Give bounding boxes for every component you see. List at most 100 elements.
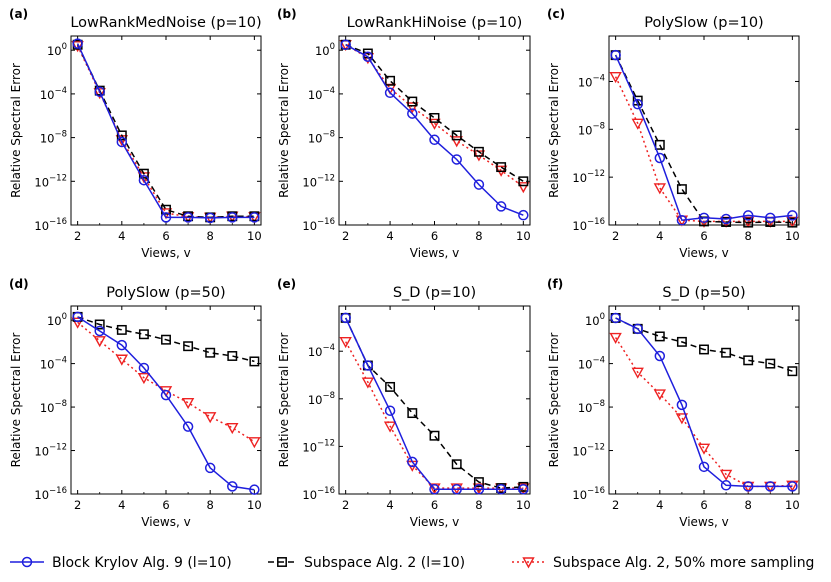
y-tick-label: 10−12 bbox=[572, 443, 605, 459]
data-point-subspace_more bbox=[653, 183, 667, 195]
tick-base: 10 bbox=[572, 219, 587, 233]
data-point-krylov bbox=[204, 212, 216, 224]
panel-letter: (f) bbox=[547, 277, 563, 291]
series-subspace bbox=[610, 313, 798, 377]
y-tick-label: 100 bbox=[47, 312, 67, 328]
tick-base: 10 bbox=[34, 445, 49, 459]
legend-label: Block Krylov Alg. 9 (l=10) bbox=[52, 555, 232, 571]
y-tick-label: 10−16 bbox=[572, 486, 605, 502]
tick-base: 10 bbox=[572, 488, 587, 502]
tick-exponent: −4 bbox=[592, 73, 605, 83]
data-point-krylov bbox=[407, 456, 418, 468]
x-tick-label: 8 bbox=[745, 498, 752, 512]
data-point-krylov bbox=[495, 483, 507, 495]
tick-base: 10 bbox=[302, 488, 317, 502]
series-line-krylov bbox=[76, 43, 255, 219]
y-tick-label: 10−16 bbox=[34, 486, 67, 502]
data-point-subspace_more bbox=[93, 336, 106, 348]
tick-exponent: 0 bbox=[330, 42, 335, 52]
data-point-subspace bbox=[496, 162, 507, 173]
chart-panel-3: (c)PolySlow (p=10)2 4 6 8 1010−410−810−1210−… bbox=[547, 7, 800, 260]
data-point-krylov bbox=[340, 39, 351, 50]
data-point-krylov bbox=[160, 212, 172, 223]
data-point-krylov bbox=[698, 461, 710, 473]
plot-frame bbox=[338, 35, 531, 226]
series-krylov bbox=[340, 312, 529, 495]
data-point-subspace_more bbox=[137, 373, 151, 385]
plot-frame bbox=[608, 35, 800, 226]
data-point-subspace_more bbox=[181, 398, 195, 410]
chart-title: LowRankHiNoise (p=10) bbox=[347, 15, 523, 31]
data-point-krylov bbox=[182, 212, 194, 223]
series-line-krylov bbox=[345, 44, 524, 216]
y-tick-label: 10−4 bbox=[40, 86, 67, 102]
y-tick-label: 10−8 bbox=[308, 130, 335, 146]
x-tick-label: 10 bbox=[247, 229, 262, 243]
x-tick-label: 10 bbox=[247, 498, 262, 512]
series-subspace_more bbox=[71, 41, 261, 224]
series-line-krylov bbox=[345, 317, 524, 490]
data-point-krylov bbox=[94, 86, 105, 97]
x-axis-label: Views, v bbox=[410, 246, 459, 260]
data-point-krylov bbox=[610, 49, 621, 61]
series-subspace_more bbox=[71, 317, 261, 449]
panel-letter: (a) bbox=[9, 7, 28, 21]
tick-exponent: 0 bbox=[62, 312, 67, 322]
x-tick-label: 6 bbox=[162, 229, 169, 243]
data-point-subspace_more bbox=[631, 118, 644, 130]
series-line-krylov bbox=[615, 317, 793, 488]
y-axis-label: Relative Spectral Error bbox=[9, 333, 23, 468]
data-point-krylov bbox=[742, 481, 754, 492]
data-point-krylov bbox=[632, 98, 643, 110]
tick-exponent: −8 bbox=[322, 130, 335, 140]
data-point-krylov bbox=[249, 484, 260, 495]
y-tick-label: 100 bbox=[585, 312, 605, 328]
legend-label: Subspace Alg. 2 (l=10) bbox=[304, 555, 465, 571]
data-point-krylov bbox=[654, 350, 666, 362]
x-tick-label: 6 bbox=[700, 229, 707, 243]
tick-base: 10 bbox=[308, 132, 323, 146]
y-tick-label: 10−8 bbox=[40, 399, 67, 415]
tick-exponent: 0 bbox=[600, 312, 605, 322]
y-tick-label: 10−12 bbox=[572, 169, 605, 185]
y-tick-label: 10−12 bbox=[302, 438, 335, 454]
data-point-subspace bbox=[787, 366, 798, 377]
data-point-krylov bbox=[116, 136, 128, 148]
tick-base: 10 bbox=[40, 88, 55, 102]
data-point-subspace bbox=[429, 112, 440, 123]
x-tick-label: 8 bbox=[207, 229, 214, 243]
x-tick-label: 4 bbox=[656, 229, 663, 243]
data-point-subspace_more bbox=[697, 443, 711, 455]
y-tick-label: 10−4 bbox=[578, 73, 605, 89]
legend: Block Krylov Alg. 9 (l=10) Subspace Alg. … bbox=[10, 555, 814, 571]
chart-title: S_D (p=50) bbox=[662, 285, 745, 301]
x-tick-label: 10 bbox=[785, 229, 800, 243]
data-point-subspace_more bbox=[450, 136, 463, 148]
x-tick-label: 2 bbox=[612, 498, 619, 512]
tick-exponent: −8 bbox=[592, 121, 605, 131]
tick-base: 10 bbox=[578, 358, 593, 372]
y-tick-label: 10−8 bbox=[578, 399, 605, 415]
y-tick-label: 10−16 bbox=[302, 217, 335, 233]
legend-label: Subspace Alg. 2, 50% more sampling bbox=[553, 555, 814, 571]
tick-exponent: −12 bbox=[317, 438, 335, 448]
tick-exponent: −4 bbox=[592, 356, 605, 366]
tick-exponent: −12 bbox=[587, 169, 605, 179]
data-point-krylov bbox=[94, 325, 105, 337]
data-point-krylov bbox=[518, 483, 529, 495]
x-tick-label: 6 bbox=[431, 498, 438, 512]
data-point-krylov bbox=[204, 462, 216, 474]
plot-frame bbox=[70, 35, 262, 226]
data-point-subspace bbox=[94, 319, 105, 330]
data-point-krylov bbox=[720, 480, 732, 491]
series-line-subspace_more bbox=[345, 341, 524, 489]
tick-base: 10 bbox=[308, 88, 323, 102]
tick-exponent: −16 bbox=[587, 486, 605, 496]
series-line-krylov bbox=[77, 316, 255, 491]
y-tick-label: 10−4 bbox=[308, 343, 335, 359]
data-point-krylov bbox=[429, 134, 440, 146]
data-point-subspace_more bbox=[226, 423, 239, 435]
x-tick-label: 6 bbox=[431, 229, 438, 243]
data-point-krylov bbox=[138, 362, 150, 374]
series-krylov bbox=[610, 312, 798, 492]
